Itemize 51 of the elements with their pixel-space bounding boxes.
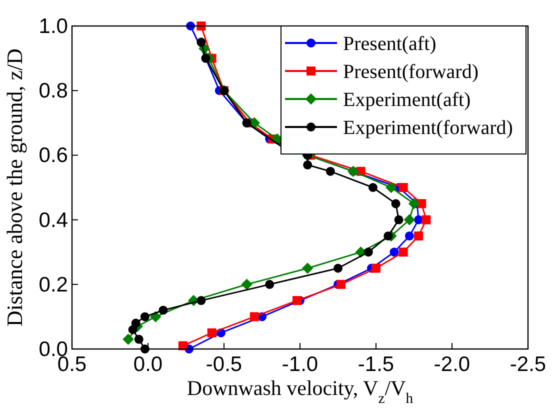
y-tick-label: 0.8 [38,80,68,103]
point [196,296,206,306]
point [398,248,408,257]
point [372,264,380,273]
point [422,215,431,224]
x-tick-label: -1.0 [282,353,318,376]
point [207,328,216,338]
point [404,231,414,240]
legend-label: Experiment(forward) [343,117,513,139]
point [122,334,134,345]
point [408,198,420,210]
x-tick-label: -0.5 [206,353,242,376]
point [302,262,314,274]
y-axis-title: Distance above the ground, z/D [2,48,27,326]
point [404,214,416,226]
point [250,312,259,322]
point [384,231,393,240]
x-tick-label: 0.0 [133,353,163,376]
point [390,248,399,257]
point [134,334,144,344]
y-tick-label: 1.0 [38,15,68,38]
point [196,38,206,47]
legend-label: Present(forward) [343,61,478,83]
point [386,182,397,194]
point [368,183,378,192]
y-tick-label: 0.6 [38,144,68,168]
x-tick-label: -1.5 [358,353,394,376]
point [158,306,168,315]
point [140,312,150,322]
point [326,166,335,176]
x-tick-label: -2.0 [434,353,470,376]
point [292,296,302,306]
x-tick-label: -2.5 [510,353,546,376]
point [336,280,346,289]
point [303,160,312,170]
point [394,215,404,224]
point [417,199,426,208]
point [364,248,373,257]
y-tick-label: 0.4 [38,208,68,232]
point [334,264,342,273]
y-tick-label: 0.2 [38,273,68,296]
point [241,278,252,290]
x-axis-title: Downwash velocity, V$_{z}$/V$_{h}$ [186,376,414,407]
point [150,311,162,322]
point [391,199,400,208]
point [414,231,424,240]
point [265,280,274,289]
point [398,183,408,192]
legend-label: Present(aft) [343,33,436,55]
legend-label: Experiment(aft) [343,89,471,111]
point [131,318,140,328]
